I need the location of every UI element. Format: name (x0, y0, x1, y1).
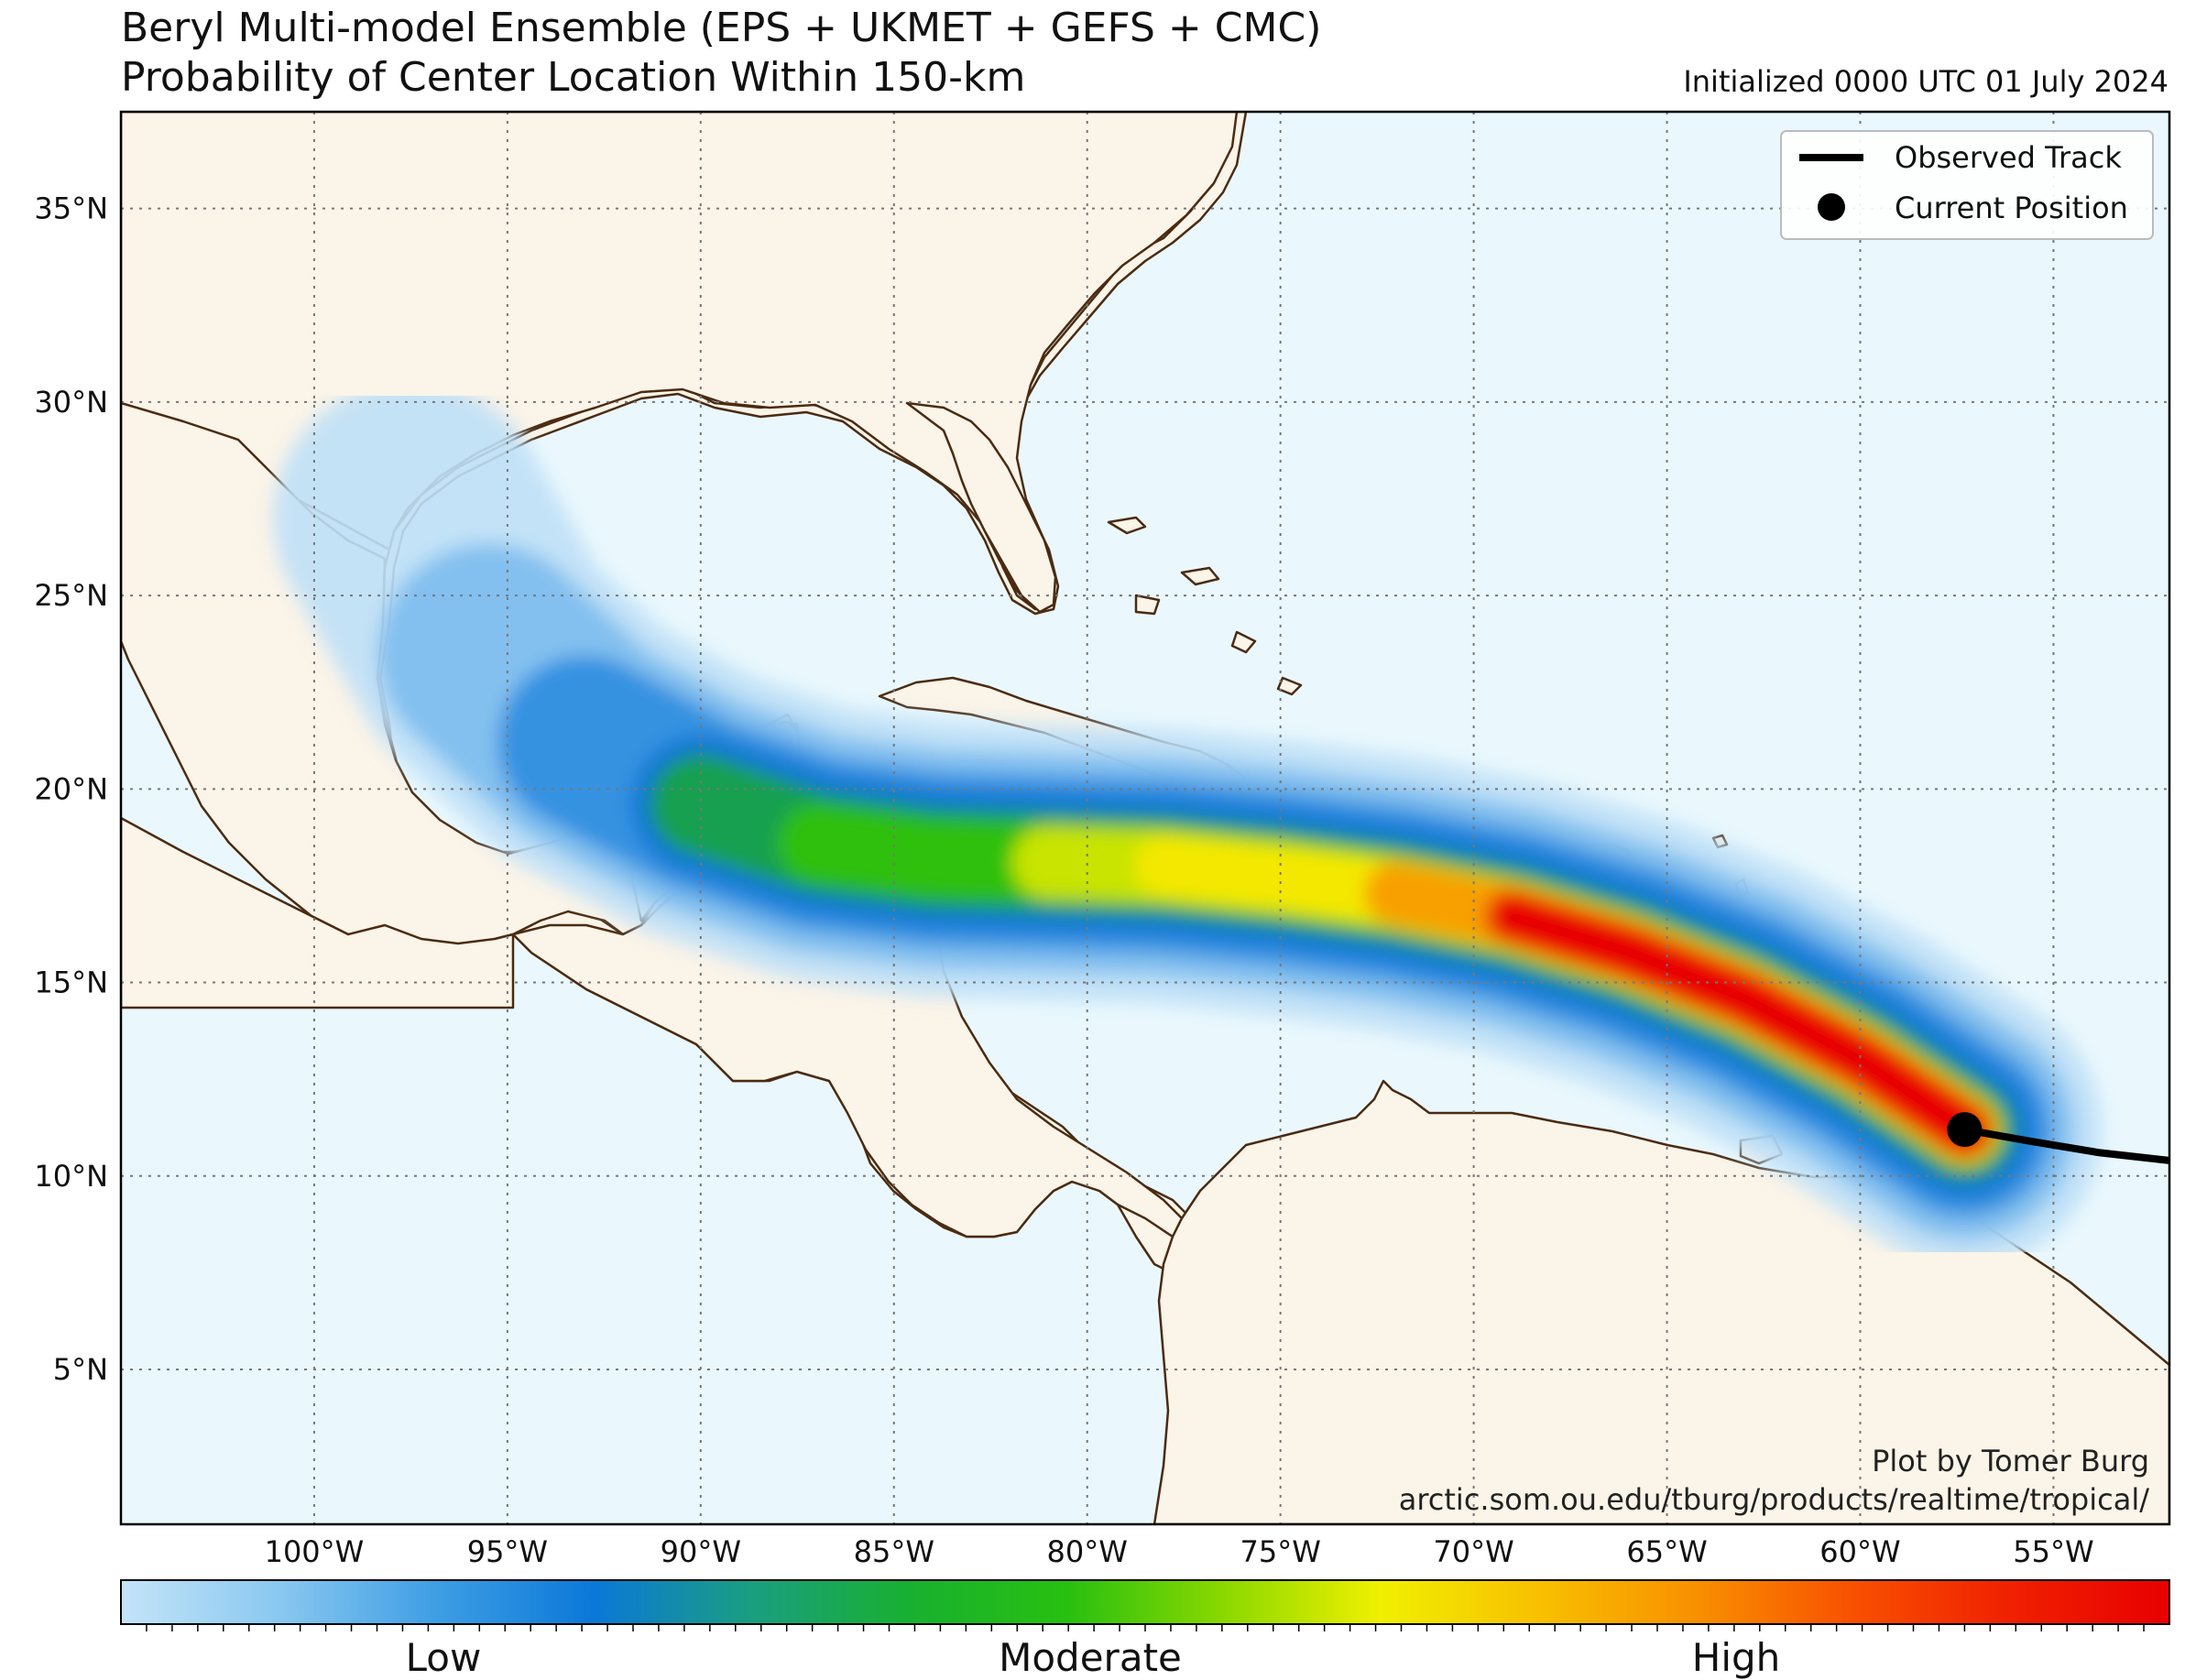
colorbar-ticks (146, 1624, 2145, 1631)
map-title: Beryl Multi-model Ensemble (EPS + UKMET … (121, 5, 1322, 51)
lon-tick-label: 80°W (1047, 1534, 1128, 1569)
lon-tick-label: 85°W (854, 1534, 934, 1569)
legend-position-swatch (1818, 193, 1845, 221)
legend: Observed Track Current Position (1780, 130, 2154, 240)
credit-url: arctic.som.ou.edu/tburg/products/realtim… (1399, 1482, 2150, 1517)
baja-landmass (121, 816, 515, 1009)
latitude-labels: 35°N 30°N 25°N 20°N 15°N 10°N 5°N (34, 191, 108, 1387)
colorbar-label-moderate: Moderate (999, 1635, 1182, 1680)
credit-author: Plot by Tomer Burg (1872, 1444, 2149, 1478)
florida-peninsula (905, 401, 1057, 614)
lon-tick-label: 55°W (2013, 1534, 2093, 1569)
lon-tick-label: 100°W (265, 1534, 365, 1569)
colorbar (120, 1579, 2170, 1625)
colorbar-label-high: High (1691, 1635, 1781, 1680)
legend-observed-track: Observed Track (1895, 140, 2122, 175)
lat-tick-label: 15°N (34, 965, 108, 1000)
map-subtitle: Probability of Center Location Within 15… (121, 54, 1026, 101)
lon-tick-label: 95°W (467, 1534, 548, 1569)
lon-tick-label: 75°W (1240, 1534, 1320, 1569)
probability-swath (273, 380, 2103, 1268)
lon-tick-label: 90°W (661, 1534, 741, 1569)
initialized-time: Initialized 0000 UTC 01 July 2024 (1683, 64, 2169, 99)
lat-tick-label: 10°N (34, 1159, 108, 1194)
graticule (121, 112, 2169, 1524)
land (121, 112, 2169, 1524)
lon-tick-label: 60°W (1819, 1534, 1900, 1569)
legend-current-position: Current Position (1895, 191, 2128, 225)
lat-tick-label: 35°N (34, 191, 108, 226)
lon-tick-label: 70°W (1433, 1534, 1513, 1569)
lat-tick-label: 30°N (34, 385, 108, 420)
lat-tick-label: 20°N (34, 771, 108, 806)
longitude-labels: 100°W 95°W 90°W 85°W 80°W 75°W 70°W 65°W 60°W 55°… (265, 1534, 2094, 1569)
colorbar-label-low: Low (405, 1635, 482, 1680)
lat-tick-label: 25°N (34, 578, 108, 613)
lon-tick-label: 65°W (1626, 1534, 1707, 1569)
current-position-marker (1947, 1112, 1983, 1148)
observed-track-line (1961, 1126, 2169, 1164)
lat-tick-label: 5°N (53, 1352, 108, 1387)
swath-band (1490, 894, 1987, 1152)
map-frame (119, 110, 2171, 1526)
